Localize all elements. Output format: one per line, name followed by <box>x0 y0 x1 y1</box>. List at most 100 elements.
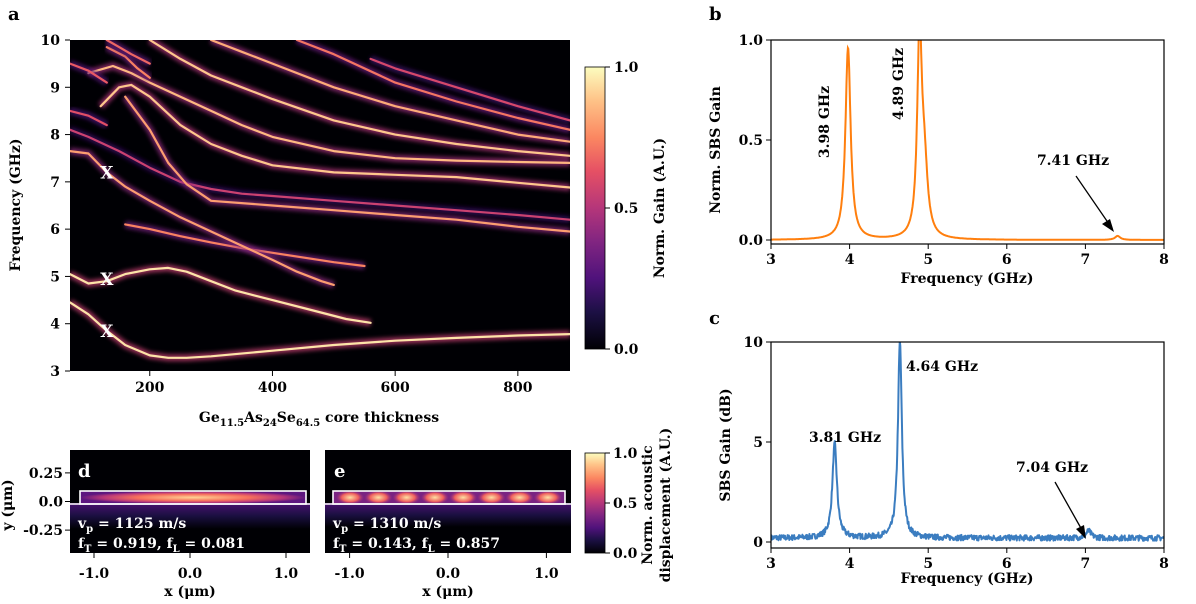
panel-xtick-label: 7 <box>1081 556 1091 572</box>
annotation-arrow-7-41 <box>1075 175 1114 232</box>
mode-e-velocity: vp = 1310 m/s <box>332 516 441 535</box>
panel-ytick-label: 0.0 <box>739 233 764 249</box>
panel-b-xlabel: Frequency (GHz) <box>901 271 1034 287</box>
heatmap-ytick-label: 7 <box>50 175 60 191</box>
panel-c-ylabel: SBS Gain (dB) <box>718 388 734 501</box>
sbs-gain-db-line <box>771 342 1164 542</box>
panel-ytick-label: 5 <box>753 435 763 451</box>
displacement-colorbar-gradient <box>584 452 606 554</box>
gain-colorbar: 0.0 0.5 1.0 Norm. Gain (A.U.) <box>584 60 668 358</box>
heatmap-ytick-label: 9 <box>50 80 60 96</box>
branch-line-15 <box>70 62 108 84</box>
mode-e-lobe <box>336 490 365 505</box>
panel-b-norm-sbs: 3 4 5 6 7 8 0.0 0.5 1.0 3.98 GHz 4.89 GHz 7.41 G… <box>708 33 1169 287</box>
branch-line-5 <box>124 95 570 233</box>
panel-b-ylabel: Norm. SBS Gain <box>708 86 724 214</box>
panel-e-xtick-label: -1.0 <box>335 566 365 582</box>
mode-e-lobe <box>420 490 449 505</box>
panel-xtick-label: 5 <box>923 252 933 268</box>
mode-markers: X X X <box>100 163 114 341</box>
branch-line-9 <box>210 40 570 143</box>
heatmap-ylabel: Frequency (GHz) <box>8 139 24 272</box>
panel-d-axes: -1.0 0.0 1.0 0.25 0.0 -0.25 <box>23 466 298 582</box>
branch-line-3 <box>124 223 366 268</box>
gain-colorbar-label: Norm. Gain (A.U.) <box>652 138 668 278</box>
mode-e-lobes <box>336 490 562 505</box>
dispersion-branches <box>70 40 570 362</box>
panel-letter-e: e <box>334 461 345 482</box>
gain-colorbar-tick-label: 0.0 <box>614 342 639 358</box>
panel-c-axes: 3 4 5 6 7 8 0 5 10 <box>744 335 1169 572</box>
heatmap-xtick-label: 800 <box>503 380 532 396</box>
panel-c-sbs-db: 3 4 5 6 7 8 0 5 10 3.81 GHz 4.64 GHz 7.04 GHz SB… <box>718 335 1169 587</box>
branch-line-7 <box>87 64 570 164</box>
panel-d-ytick-label: 0.25 <box>29 466 63 482</box>
branch-line-1 <box>70 301 570 359</box>
displacement-colorbar-label-2: displacement (A.U.) <box>658 428 674 583</box>
mode-e-lobe <box>477 490 506 505</box>
panel-letter-c: c <box>709 308 720 329</box>
branch-line-14 <box>70 109 108 127</box>
panel-ytick-label: 1.0 <box>739 33 764 49</box>
panel-d-mode-profile: d vp = 1125 m/s fT = 0.919, fL = 0.081 -… <box>0 450 310 600</box>
mode-marker-2: X <box>100 270 114 290</box>
peak-label-3-98: 3.98 GHz <box>817 86 833 158</box>
panel-xtick-label: 4 <box>845 556 855 572</box>
norm-sbs-gain-line <box>771 40 1164 241</box>
branch-line-13 <box>105 40 151 65</box>
panel-ytick-label: 10 <box>744 335 764 351</box>
displacement-colorbar-tick-label: 0.0 <box>613 546 638 562</box>
panel-xtick-label: 7 <box>1081 252 1091 268</box>
branch-line-10 <box>295 40 570 131</box>
heatmap-ytick-label: 8 <box>50 128 60 144</box>
gain-colorbar-gradient <box>584 66 606 350</box>
mode-d-fractions: fT = 0.919, fL = 0.081 <box>78 536 245 555</box>
displacement-colorbar-tick-label: 1.0 <box>613 446 638 462</box>
panel-xtick-label: 6 <box>1002 252 1012 268</box>
panel-xtick-label: 3 <box>766 252 776 268</box>
branch-line-4 <box>70 128 570 221</box>
gain-colorbar-tick-label: 1.0 <box>614 60 639 76</box>
peak-label-4-89: 4.89 GHz <box>891 48 907 120</box>
heatmap-ytick-label: 6 <box>50 222 60 238</box>
peak-label-7-41: 7.41 GHz <box>1037 153 1109 169</box>
panel-e-xlabel: x (μm) <box>422 584 474 600</box>
panel-letter-d: d <box>78 461 91 482</box>
displacement-colorbar: 0.0 0.5 1.0 Norm. acoustic displacement (A… <box>584 428 674 583</box>
heatmap-ytick-label: 5 <box>50 269 60 285</box>
panel-ytick-label: 0 <box>753 535 763 551</box>
panel-b-axes: 3 4 5 6 7 8 0.0 0.5 1.0 <box>739 33 1169 268</box>
heatmap-xtick-label: 600 <box>381 380 410 396</box>
branch-line-8 <box>148 40 570 157</box>
mode-e-field <box>333 491 565 504</box>
panel-xtick-label: 8 <box>1159 556 1169 572</box>
mode-e-lobe <box>449 490 478 505</box>
branch-line-6 <box>99 83 570 189</box>
mode-e-lobe <box>392 490 421 505</box>
peak-label-3-81: 3.81 GHz <box>809 430 881 446</box>
panel-e-xtick-label: 0.0 <box>436 566 461 582</box>
heatmap-ytick-label: 10 <box>41 33 61 49</box>
displacement-colorbar-label-1: Norm. acoustic <box>640 445 656 564</box>
heatmap-axes: 3 4 5 6 7 8 9 10 200 400 600 800 <box>41 33 533 396</box>
displacement-colorbar-ticks: 0.0 0.5 1.0 <box>605 446 638 562</box>
annotation-arrow-7-04 <box>1054 481 1086 539</box>
heatmap-xtick-label: 400 <box>258 380 287 396</box>
panel-d-ytick-label: 0.0 <box>39 495 64 511</box>
mode-e-fractions: fT = 0.143, fL = 0.857 <box>333 536 500 555</box>
panel-letter-a: a <box>8 4 20 25</box>
mode-marker-3: X <box>100 322 114 342</box>
panel-e-mode-profile: e vp = 1310 m/s fT = 0.143, fL = 0.857 -… <box>325 450 571 600</box>
panel-xtick-label: 4 <box>845 252 855 268</box>
gain-colorbar-tick-label: 0.5 <box>614 201 638 217</box>
mode-e-lobe <box>364 490 393 505</box>
mode-e-substrate-glow <box>325 503 571 527</box>
panel-c-frame <box>770 341 1165 549</box>
panel-e-xtick-label: 1.0 <box>534 566 559 582</box>
heatmap-xtick-label: 200 <box>135 380 164 396</box>
displacement-colorbar-tick-label: 0.5 <box>613 496 637 512</box>
branch-line-16 <box>70 150 335 286</box>
panel-c-xlabel: Frequency (GHz) <box>901 571 1034 587</box>
branch-line-11 <box>369 57 570 122</box>
